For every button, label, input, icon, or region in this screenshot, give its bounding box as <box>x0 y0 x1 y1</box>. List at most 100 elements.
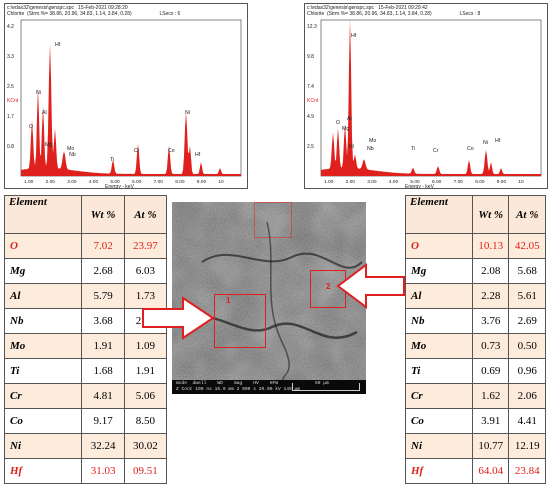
x-tick-label: 5.00 <box>110 179 120 185</box>
spectrum-right-label: Chlorite (Strm.%= 38.86, 20.96, 34.83, 1… <box>307 11 432 17</box>
wt-cell: 1.91 <box>81 333 125 359</box>
spectrum-left-header: c:\edax32\genesis\genspc.spc 15-Feb-2021… <box>7 5 180 17</box>
peak-label: Ti <box>411 146 415 152</box>
peak-label: Mo <box>369 138 376 144</box>
spectrum-right-lsecs: LSecs : 8 <box>459 11 481 17</box>
wt-cell: 3.68 <box>81 308 125 334</box>
at-cell: 0.50 <box>508 333 546 359</box>
sem-info-header: mode dwell WD mag HV HFW <box>176 381 278 386</box>
y-tick-label: 9.8 <box>307 54 314 60</box>
x-tick-label: 8.00 <box>175 179 185 185</box>
at-cell: 1.09 <box>123 333 168 359</box>
spectrum-right-path: c:\edax32\genesis\genspc.spc 15-Feb-2021… <box>307 5 428 11</box>
x-tick-label: 2.00 <box>346 179 356 185</box>
x-tick-label: 2.00 <box>46 179 56 185</box>
analysis-box-faint <box>254 202 292 238</box>
x-tick-label: 3.00 <box>367 179 377 185</box>
spectrum-right-plot: 12.3 9.8 7.4 4.9 2.5 KCnt 1.00 2.00 3.00 4.00 5.00… <box>307 18 542 188</box>
peak-label: Al <box>42 110 47 116</box>
header-at: At % <box>508 195 546 234</box>
wt-cell: 10.13 <box>471 233 510 259</box>
peak-label: Cr <box>134 148 140 154</box>
header-at: At % <box>123 195 168 234</box>
at-cell: 23.97 <box>123 233 168 259</box>
wt-cell: 10.77 <box>471 433 510 459</box>
at-cell: 23.84 <box>508 458 546 484</box>
x-tick-label: 3.00 <box>67 179 77 185</box>
wt-cell: 2.28 <box>471 283 510 309</box>
table-row: Ti 1.68 1.91 <box>3 358 168 384</box>
peak-label: Hf <box>195 152 201 158</box>
wt-cell: 2.68 <box>81 258 125 284</box>
wt-cell: 32.24 <box>81 433 125 459</box>
peak-label: Nb <box>69 152 76 158</box>
spectrum-left-path: c:\edax32\genesis\genspc.spc 15-Feb-2021… <box>7 5 128 11</box>
peak-label: O <box>336 120 340 126</box>
at-cell: 1.91 <box>123 358 168 384</box>
at-cell: 4.41 <box>508 408 546 434</box>
y-tick-label: 0.8 <box>7 144 14 150</box>
peak-label: Mo <box>67 146 74 152</box>
element-cell: Ti <box>3 358 83 384</box>
at-cell: 5.68 <box>508 258 546 284</box>
element-cell: Mo <box>405 333 473 359</box>
element-cell: Nb <box>3 308 83 334</box>
peak-label: Ni <box>36 90 41 96</box>
x-tick-label: 7.00 <box>454 179 464 185</box>
composition-table-right: Element Wt % At % O 10.13 42.05 Mg 2.08 5.68 A… <box>405 195 546 484</box>
sem-texture <box>172 202 366 394</box>
element-cell: Co <box>3 408 83 434</box>
wt-cell: 7.02 <box>81 233 125 259</box>
x-tick-label: 4.00 <box>389 179 399 185</box>
at-cell: 12.19 <box>508 433 546 459</box>
spectrum-right-panel: c:\edax32\genesis\genspc.spc 15-Feb-2021… <box>304 3 548 189</box>
analysis-box-1 <box>214 294 266 348</box>
arrow-left-icon <box>142 296 215 340</box>
element-cell: Nb <box>405 308 473 334</box>
y-tick-label: 1.7 <box>7 114 14 120</box>
x-tick-label: 6.00 <box>132 179 142 185</box>
table-header-row: Element Wt % At % <box>3 195 168 234</box>
peak-label: Ni <box>349 144 354 150</box>
y-tick-label: 2.5 <box>307 144 314 150</box>
spectrum-left-lsecs: LSecs : 6 <box>159 11 181 17</box>
wt-cell: 64.04 <box>471 458 510 484</box>
element-cell: Mo <box>3 333 83 359</box>
x-tick-label: 9.00 <box>197 179 207 185</box>
element-cell: Mg <box>405 258 473 284</box>
element-cell: Cr <box>3 383 83 409</box>
at-cell: 2.06 <box>508 383 546 409</box>
element-cell: Al <box>3 283 83 309</box>
x-axis-label: Energy - keV <box>105 184 135 188</box>
at-cell: 42.05 <box>508 233 546 259</box>
spectrum-right-header: c:\edax32\genesis\genspc.spc 15-Feb-2021… <box>307 5 480 17</box>
header-element: Element <box>3 195 83 234</box>
header-wt: Wt % <box>81 195 125 234</box>
wt-cell: 1.68 <box>81 358 125 384</box>
wt-cell: 1.62 <box>471 383 510 409</box>
peak-label: Ti <box>110 157 114 163</box>
wt-cell: 2.08 <box>471 258 510 284</box>
table-row: Ni 10.77 12.19 <box>405 433 546 459</box>
element-cell: Al <box>405 283 473 309</box>
element-cell: Co <box>405 408 473 434</box>
peak-label: O <box>29 124 33 130</box>
x-tick-label: 1.00 <box>24 179 34 185</box>
peak-label: Hf <box>55 42 61 48</box>
x-tick-label: 5.00 <box>410 179 420 185</box>
y-axis-unit: KCnt <box>307 98 319 104</box>
peak-label: Mg <box>45 142 52 148</box>
element-cell: O <box>405 233 473 259</box>
at-cell: 2.69 <box>508 308 546 334</box>
element-cell: Mg <box>3 258 83 284</box>
y-tick-label: 4.9 <box>307 114 314 120</box>
table-row: O 10.13 42.05 <box>405 233 546 259</box>
header-element: Element <box>405 195 473 234</box>
spectrum-area <box>321 18 541 176</box>
element-cell: Cr <box>405 383 473 409</box>
wt-cell: 3.91 <box>471 408 510 434</box>
table-row: Hf 64.04 23.84 <box>405 458 546 484</box>
sem-scale-label: 50 μm <box>315 381 329 386</box>
at-cell: 1.73 <box>123 283 168 309</box>
peak-label: Mg <box>342 126 349 132</box>
